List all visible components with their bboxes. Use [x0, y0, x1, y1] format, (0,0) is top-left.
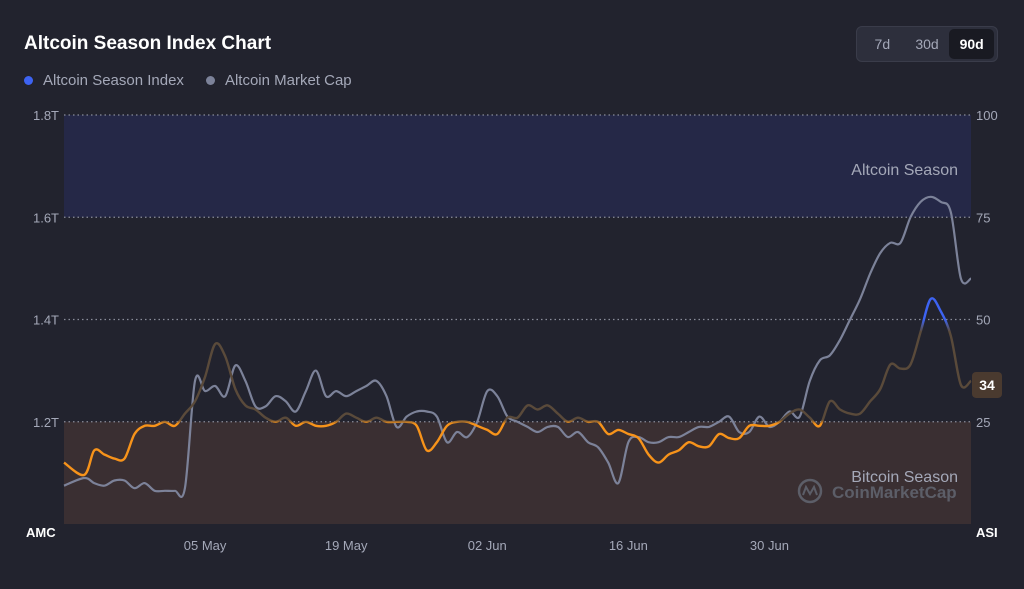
left-axis-tick: 1.6T	[33, 210, 59, 225]
coinmarketcap-logo-icon	[797, 478, 823, 504]
legend-dot-icon	[24, 76, 33, 85]
altcoin-market-cap-line	[63, 195, 972, 499]
legend-label: Altcoin Market Cap	[224, 72, 352, 89]
x-axis-tick: 30 Jun	[750, 538, 789, 553]
legend-dot-icon	[205, 76, 215, 85]
chart-title: Altcoin Season Index Chart	[24, 33, 272, 54]
altcoin-season-zone	[64, 115, 971, 218]
altcoin-season-label: Altcoin Season	[851, 162, 958, 179]
altcoin-season-index-line	[63, 297, 972, 477]
time-range-selector: 7d 30d 90d	[856, 26, 998, 62]
right-axis-tick: 100	[976, 108, 998, 123]
x-axis-tick: 16 Jun	[609, 538, 648, 553]
left-axis-tick: 1.4T	[33, 313, 59, 328]
legend-label: Altcoin Season Index	[43, 72, 184, 89]
left-axis-tick: 1.2T	[33, 415, 59, 430]
legend: Altcoin Season Index Altcoin Market Cap	[24, 72, 374, 89]
coinmarketcap-watermark: CoinMarketCap	[797, 478, 957, 504]
legend-item-altcoin-season-index[interactable]: Altcoin Season Index	[24, 72, 184, 89]
right-axis-tick: 75	[976, 210, 990, 225]
watermark-text: CoinMarketCap	[832, 483, 957, 502]
x-axis-tick: 02 Jun	[468, 538, 507, 553]
range-button-90d[interactable]: 90d	[949, 29, 995, 59]
range-button-7d[interactable]: 7d	[874, 36, 891, 52]
x-axis-tick: 05 May	[184, 538, 227, 553]
x-axis-tick: 19 May	[325, 538, 368, 553]
current-value-text: 34	[979, 377, 995, 393]
right-axis-tick: 25	[976, 415, 990, 430]
legend-item-altcoin-market-cap[interactable]: Altcoin Market Cap	[205, 72, 352, 89]
left-axis-tick: 1.8T	[33, 108, 59, 123]
coinmarketcap-logo-mark-icon	[802, 484, 818, 497]
right-axis-label: ASI	[976, 525, 998, 540]
range-button-30d[interactable]: 30d	[915, 36, 939, 52]
current-value-badge	[972, 371, 1002, 398]
right-axis-tick: 50	[976, 313, 990, 328]
bitcoin-season-zone	[64, 421, 971, 524]
bitcoin-season-label: Bitcoin Season	[851, 469, 958, 486]
left-axis-label: AMC	[26, 525, 56, 540]
